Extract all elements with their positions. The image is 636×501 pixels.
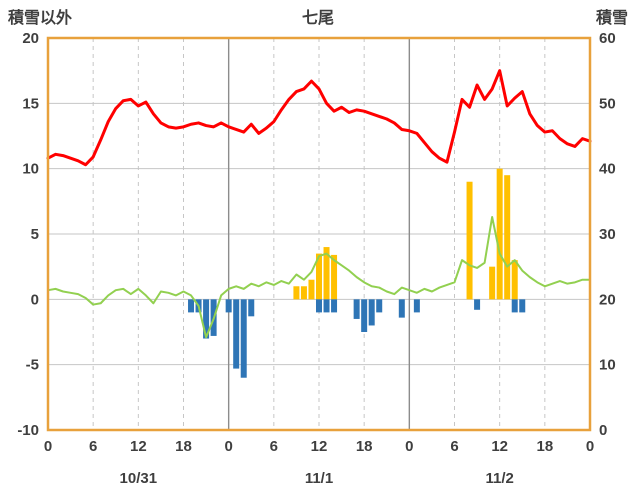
x-axis-tick-label: 18 xyxy=(536,438,553,455)
blue-bar xyxy=(188,299,195,313)
temperature-line xyxy=(46,69,592,167)
blue-bar xyxy=(353,299,360,319)
blue-bar xyxy=(316,299,322,313)
x-axis-tick-label: 0 xyxy=(405,438,413,455)
x-axis-tick-label: 0 xyxy=(586,438,594,455)
blue-bar xyxy=(203,299,210,339)
x-axis-tick-label: 18 xyxy=(175,438,192,455)
blue-bar xyxy=(413,299,420,313)
orange-bar xyxy=(466,181,473,300)
orange-bar xyxy=(504,175,511,300)
green-line xyxy=(47,216,591,339)
blue-bar xyxy=(323,299,330,313)
right-axis-tick-label: 0 xyxy=(599,422,607,439)
x-axis-tick-label: 6 xyxy=(450,438,458,455)
date-label: 11/1 xyxy=(305,470,333,487)
plot-frame xyxy=(46,36,592,432)
blue-bar xyxy=(331,299,338,313)
orange-bar xyxy=(293,286,300,300)
orange-bar xyxy=(489,266,496,300)
x-axis-tick-label: 12 xyxy=(130,438,147,455)
right-axis-tick-label: 60 xyxy=(599,30,616,47)
right-axis-tick-label: 50 xyxy=(599,95,616,112)
right-axis-tick-label: 40 xyxy=(599,161,616,178)
x-axis-tick-label: 6 xyxy=(89,438,97,455)
blue-bar xyxy=(361,299,368,332)
right-axis-tick-label: 30 xyxy=(599,226,616,243)
x-axis-tick-label: 6 xyxy=(270,438,278,455)
blue-bar xyxy=(225,299,232,313)
x-axis-tick-label: 0 xyxy=(44,438,52,455)
blue-bar xyxy=(240,299,247,378)
orange-bar xyxy=(511,260,518,300)
x-axis-tick-label: 18 xyxy=(356,438,373,455)
blue-bar xyxy=(474,299,481,310)
right-axis-tick-label: 20 xyxy=(599,291,616,308)
blue-bar xyxy=(398,299,405,318)
station-title: 七尾 xyxy=(301,10,334,27)
left-axis-tick-label: 5 xyxy=(31,226,39,243)
blue-bar xyxy=(233,299,240,369)
left-axis-tick-label: 15 xyxy=(22,95,39,112)
x-axis-tick-label: 12 xyxy=(311,438,328,455)
left-axis-tick-label: -5 xyxy=(26,357,39,374)
orange-bar xyxy=(316,253,322,300)
date-label: 10/31 xyxy=(120,470,158,487)
left-axis-tick-label: 10 xyxy=(22,161,39,178)
left-axis-tick-label: 0 xyxy=(31,291,39,308)
left-axis-tick-label: -10 xyxy=(17,422,39,439)
blue-bar xyxy=(519,299,526,313)
right-axis-title: 積雪 xyxy=(595,10,628,27)
left-axis-title: 積雪以外 xyxy=(8,10,73,27)
orange-bar xyxy=(323,247,330,300)
right-axis-tick-label: 10 xyxy=(599,357,616,374)
blue-bar xyxy=(511,299,518,313)
orange-bar xyxy=(300,286,307,300)
blue-bar xyxy=(376,299,383,313)
x-axis-tick-label: 0 xyxy=(224,438,232,455)
x-axis-tick-label: 12 xyxy=(491,438,508,455)
blue-bar xyxy=(248,299,255,317)
date-label: 11/2 xyxy=(485,470,513,487)
orange-bar xyxy=(308,279,315,300)
left-axis-tick-label: 20 xyxy=(22,30,39,47)
orange-bar xyxy=(496,168,503,300)
blue-bar xyxy=(368,299,375,326)
orange-bar xyxy=(331,254,338,300)
